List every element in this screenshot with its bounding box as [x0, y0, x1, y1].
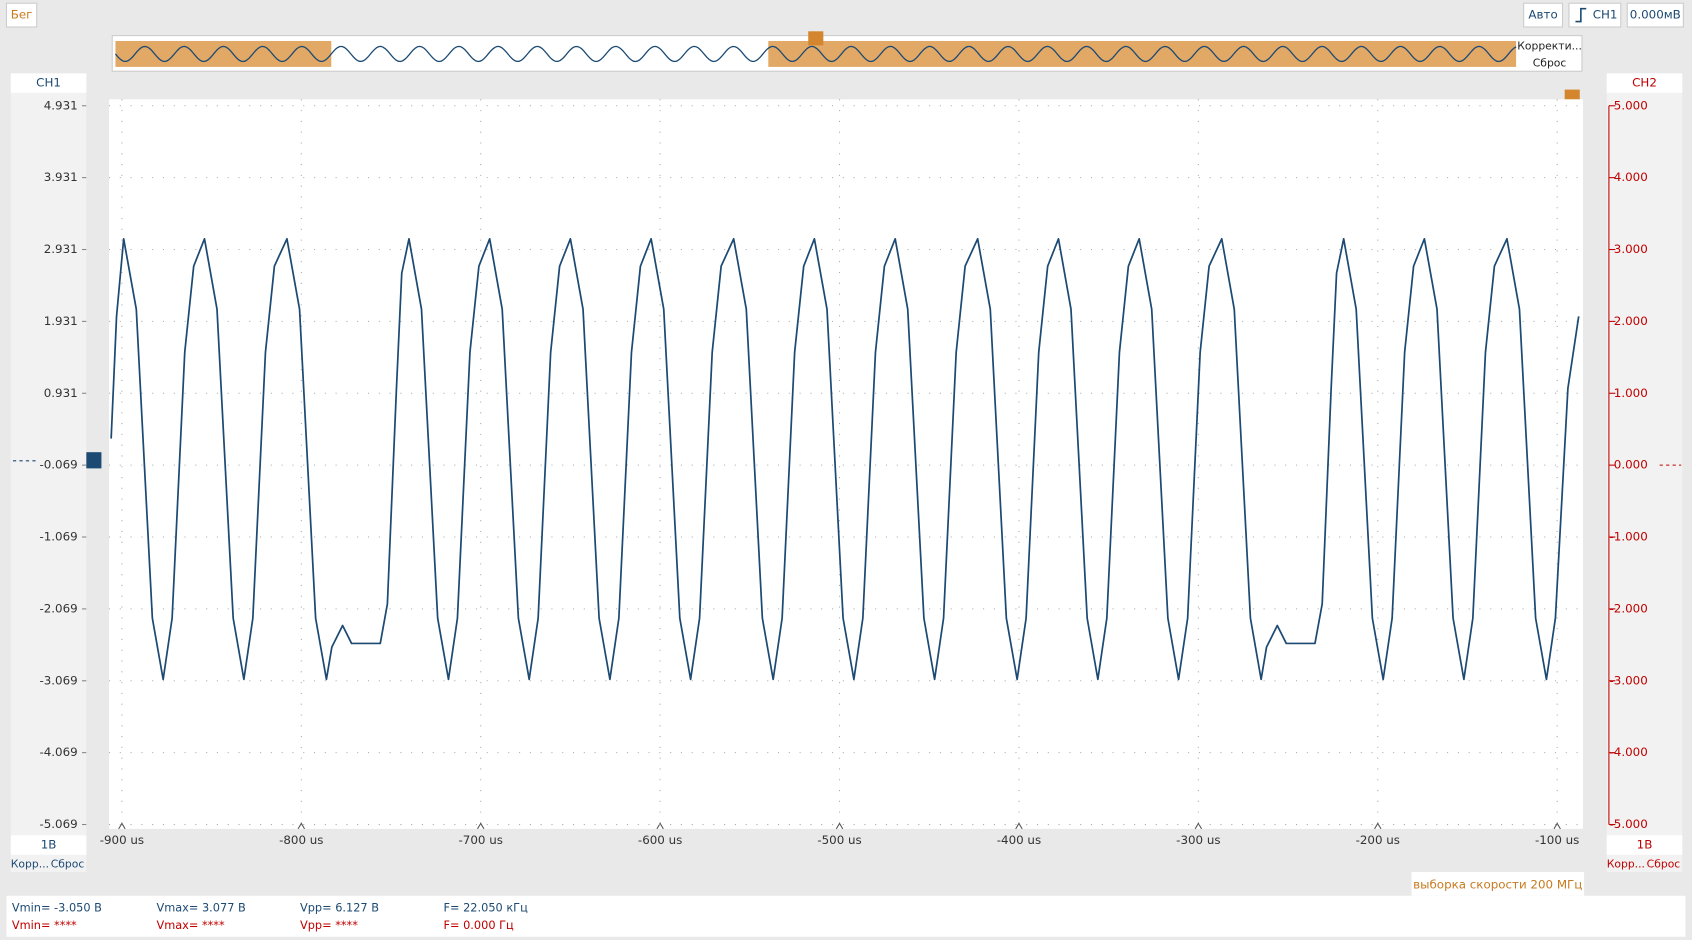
x-tick-mark	[118, 822, 126, 830]
ch2-label: CH2	[1632, 76, 1657, 90]
y2-tick-label: 3.000	[1614, 242, 1648, 256]
measurements	[6, 895, 1686, 937]
overview-reset[interactable]: Сброс	[1533, 57, 1567, 70]
ch2-scale[interactable]: 1В	[1637, 838, 1653, 852]
x-tick-label: -700 us	[459, 833, 503, 847]
y-tick-label: 1.931	[44, 314, 78, 328]
x-tick-mark	[1553, 822, 1561, 830]
edge-icon	[1575, 7, 1587, 23]
overview-adjust[interactable]: Корректи...	[1517, 39, 1582, 52]
trigger-level[interactable]: 0.000мВ	[1630, 8, 1681, 22]
y-tick-label: 2.931	[44, 242, 78, 256]
y2-tick-label: -5.000	[1610, 817, 1648, 831]
sample-rate-box	[1411, 872, 1585, 896]
trigger-marker	[808, 31, 824, 46]
status: Бег	[11, 8, 33, 22]
ch1-reset[interactable]: Сброс	[51, 857, 85, 870]
x-tick-mark	[656, 822, 664, 830]
measurement: Vmax= 3.077 В	[156, 901, 245, 915]
y2-tick-label: -3.000	[1610, 673, 1648, 687]
y2-tick-label: 5.000	[1614, 98, 1648, 112]
x-tick-mark	[835, 822, 844, 830]
y-tick-label: 0.931	[44, 386, 78, 400]
mode[interactable]: Авто	[1528, 8, 1557, 22]
y2-tick-label: -1.000	[1610, 530, 1648, 544]
measurement: Vmin= -3.050 В	[12, 901, 102, 915]
ch2-adjust[interactable]: Корр...	[1607, 857, 1645, 870]
measurement-rows: Vmin= -3.050 В Vmax= 3.077 В Vpp= 6.127 В F…	[12, 901, 528, 932]
measurement: Vmax= ****	[156, 918, 225, 932]
y2-tick-label: 1.000	[1614, 386, 1648, 400]
y-tick-label: -4.069	[39, 745, 77, 759]
waveform	[110, 237, 1580, 681]
overview-wave	[114, 45, 1517, 63]
x-tick-label: -100 us	[1535, 833, 1579, 847]
x-tick-mark	[297, 822, 306, 830]
y-tick-label: -1.069	[39, 530, 77, 544]
ch1-adjust[interactable]: Корр...	[11, 857, 49, 870]
measurement: Vpp= 6.127 В	[300, 901, 379, 915]
x-tick-label: -900 us	[100, 833, 144, 847]
y-tick-label: -0.069	[39, 458, 77, 472]
x-tick-mark	[1374, 822, 1382, 830]
y2-tick-label: 0.000	[1614, 458, 1648, 472]
ch2-panel	[1606, 73, 1683, 873]
x-tick-label: -200 us	[1356, 833, 1400, 847]
x-tick-label: -400 us	[997, 833, 1041, 847]
ch1-scale[interactable]: 1В	[41, 838, 57, 852]
status-box	[5, 2, 38, 28]
measurement: Vpp= ****	[300, 918, 358, 932]
y-tick-label: 4.931	[44, 98, 78, 112]
y2-tick-label: 2.000	[1614, 314, 1648, 328]
sample-rate: выборка скорости 200 МГц	[1413, 877, 1582, 891]
x-tick-mark	[1015, 822, 1023, 830]
y-tick-label: 3.931	[44, 170, 78, 184]
measurement: F= 0.000 Гц	[444, 918, 515, 932]
y2-tick-label: -4.000	[1610, 745, 1648, 759]
ch1-header	[10, 73, 87, 93]
x-tick-mark	[1194, 822, 1203, 830]
mode-button[interactable]	[1523, 2, 1564, 28]
ch2-scale-box	[1606, 835, 1683, 855]
y2-tick-label: -2.000	[1610, 601, 1648, 615]
ch1-label: CH1	[36, 76, 61, 90]
ch1-offset-marker[interactable]	[86, 452, 102, 469]
x-tick-mark	[477, 822, 485, 830]
ch1-scale-box	[10, 835, 87, 855]
x-tick-label: -600 us	[638, 833, 682, 847]
ch2-header	[1606, 73, 1683, 93]
x-tick-label: -800 us	[279, 833, 323, 847]
x-tick-label: -500 us	[817, 833, 861, 847]
overview-highlight	[115, 41, 332, 67]
x-tick-label: -300 us	[1176, 833, 1220, 847]
ch1-panel	[10, 73, 87, 873]
y-tick-label: -2.069	[39, 601, 77, 615]
measurement: F= 22.050 кГц	[444, 901, 529, 915]
y2-tick-label: 4.000	[1614, 170, 1648, 184]
plot: -900 us -800 us -700 us -600 us -500 us -400 …	[39, 98, 1647, 847]
trigger-channel[interactable]: CH1	[1593, 8, 1618, 22]
plot-area	[108, 99, 1584, 829]
y-tick-label: -5.069	[39, 817, 77, 831]
ch2-reset[interactable]: Сброс	[1647, 857, 1681, 870]
measurement: Vmin= ****	[12, 918, 77, 932]
y-tick-label: -3.069	[39, 673, 77, 687]
trigger-level-button[interactable]	[1626, 2, 1684, 28]
